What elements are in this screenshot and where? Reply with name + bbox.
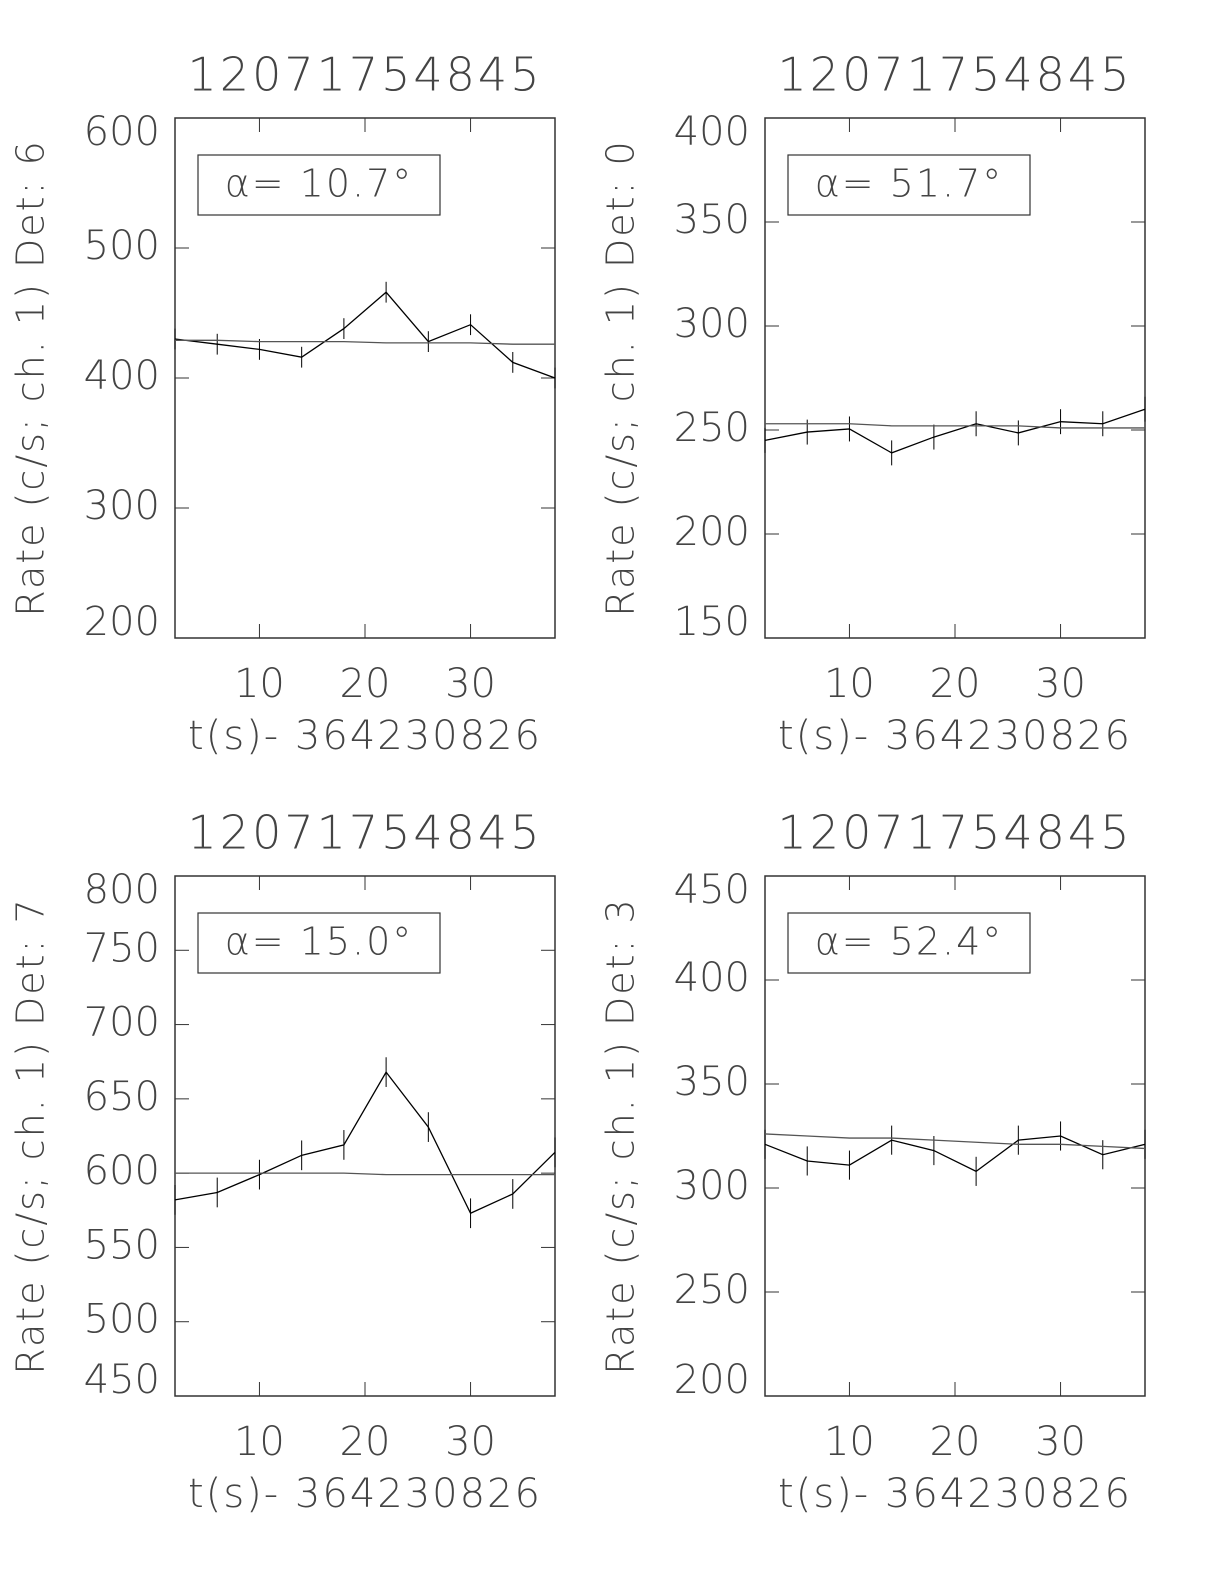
- x-tick-label: 10: [824, 1419, 875, 1465]
- y-axis-label: Rate (c/s; ch. 1) Det: 6: [9, 139, 53, 616]
- y-tick-label: 400: [674, 955, 750, 1001]
- y-tick-label: 250: [674, 405, 750, 451]
- y-tick-label: 250: [674, 1267, 750, 1313]
- panel: 12071754845 t(s)- 364230826 Rate (c/s; ch.…: [9, 806, 556, 1517]
- fit-line: [765, 423, 1145, 429]
- annotation: α= 52.4°: [815, 920, 1004, 964]
- annotation: α= 51.7°: [815, 162, 1004, 206]
- y-tick-label: 500: [84, 1297, 160, 1343]
- y-tick-label: 350: [674, 197, 750, 243]
- x-tick-label: 30: [1035, 1419, 1086, 1465]
- annotation-box: [197, 154, 441, 216]
- data-line: [764, 408, 1146, 454]
- y-tick-label: 600: [84, 1148, 160, 1194]
- y-tick-label: 200: [84, 599, 160, 645]
- x-tick-label: 10: [234, 661, 285, 707]
- fit-line: [764, 1133, 1146, 1150]
- y-axis-label: Rate (c/s; ch. 1) Det: 3: [599, 897, 643, 1374]
- y-tick-label: 350: [674, 1059, 750, 1105]
- x-axis-label: t(s)- 364230826: [778, 713, 1132, 759]
- annotation: α= 10.7°: [225, 162, 414, 206]
- panel: 12071754845 t(s)- 364230826 Rate (c/s; ch.…: [9, 48, 556, 759]
- y-tick-label: 650: [84, 1074, 160, 1120]
- y-tick-label: 450: [674, 867, 750, 913]
- y-tick-label: 600: [84, 109, 160, 155]
- y-tick-label: 300: [84, 483, 160, 529]
- x-tick-label: 20: [930, 1419, 981, 1465]
- data-line: [174, 1070, 556, 1215]
- annotation-box: [787, 912, 1031, 974]
- x-tick-label: 30: [445, 661, 496, 707]
- y-tick-label: 450: [84, 1357, 160, 1403]
- annotation-box: [787, 154, 1031, 216]
- y-tick-label: 400: [674, 109, 750, 155]
- y-tick-label: 700: [84, 1000, 160, 1046]
- x-tick-label: 10: [824, 661, 875, 707]
- y-tick-label: 750: [84, 925, 160, 971]
- chart-title: 12071754845: [188, 806, 543, 860]
- y-tick-label: 400: [84, 353, 160, 399]
- fit-line: [175, 1172, 555, 1176]
- y-axis-label: Rate (c/s; ch. 1) Det: 0: [599, 139, 643, 616]
- annotation: α= 15.0°: [225, 920, 414, 964]
- y-tick-label: 550: [84, 1222, 160, 1268]
- y-tick-label: 200: [674, 509, 750, 555]
- panel: 12071754845 t(s)- 364230826 Rate (c/s; ch.…: [599, 806, 1146, 1517]
- x-tick-label: 30: [445, 1419, 496, 1465]
- panel: 12071754845 t(s)- 364230826 Rate (c/s; ch.…: [599, 48, 1146, 759]
- x-axis-label: t(s)- 364230826: [188, 1471, 542, 1517]
- x-tick-label: 20: [930, 661, 981, 707]
- chart-title: 12071754845: [778, 806, 1133, 860]
- y-tick-label: 500: [84, 223, 160, 269]
- x-tick-label: 10: [234, 1419, 285, 1465]
- chart-title: 12071754845: [778, 48, 1133, 102]
- y-tick-label: 300: [674, 1163, 750, 1209]
- annotation-box: [197, 912, 441, 974]
- y-tick-label: 300: [674, 301, 750, 347]
- x-tick-label: 20: [340, 661, 391, 707]
- chart-title: 12071754845: [188, 48, 543, 102]
- y-tick-label: 200: [674, 1357, 750, 1403]
- x-tick-label: 30: [1035, 661, 1086, 707]
- y-axis-label: Rate (c/s; ch. 1) Det: 7: [9, 897, 53, 1374]
- y-tick-label: 150: [674, 599, 750, 645]
- y-tick-label: 800: [84, 867, 160, 913]
- fit-line: [175, 339, 555, 345]
- x-axis-label: t(s)- 364230826: [188, 713, 542, 759]
- x-axis-label: t(s)- 364230826: [778, 1471, 1132, 1517]
- data-line: [174, 291, 556, 379]
- x-tick-label: 20: [340, 1419, 391, 1465]
